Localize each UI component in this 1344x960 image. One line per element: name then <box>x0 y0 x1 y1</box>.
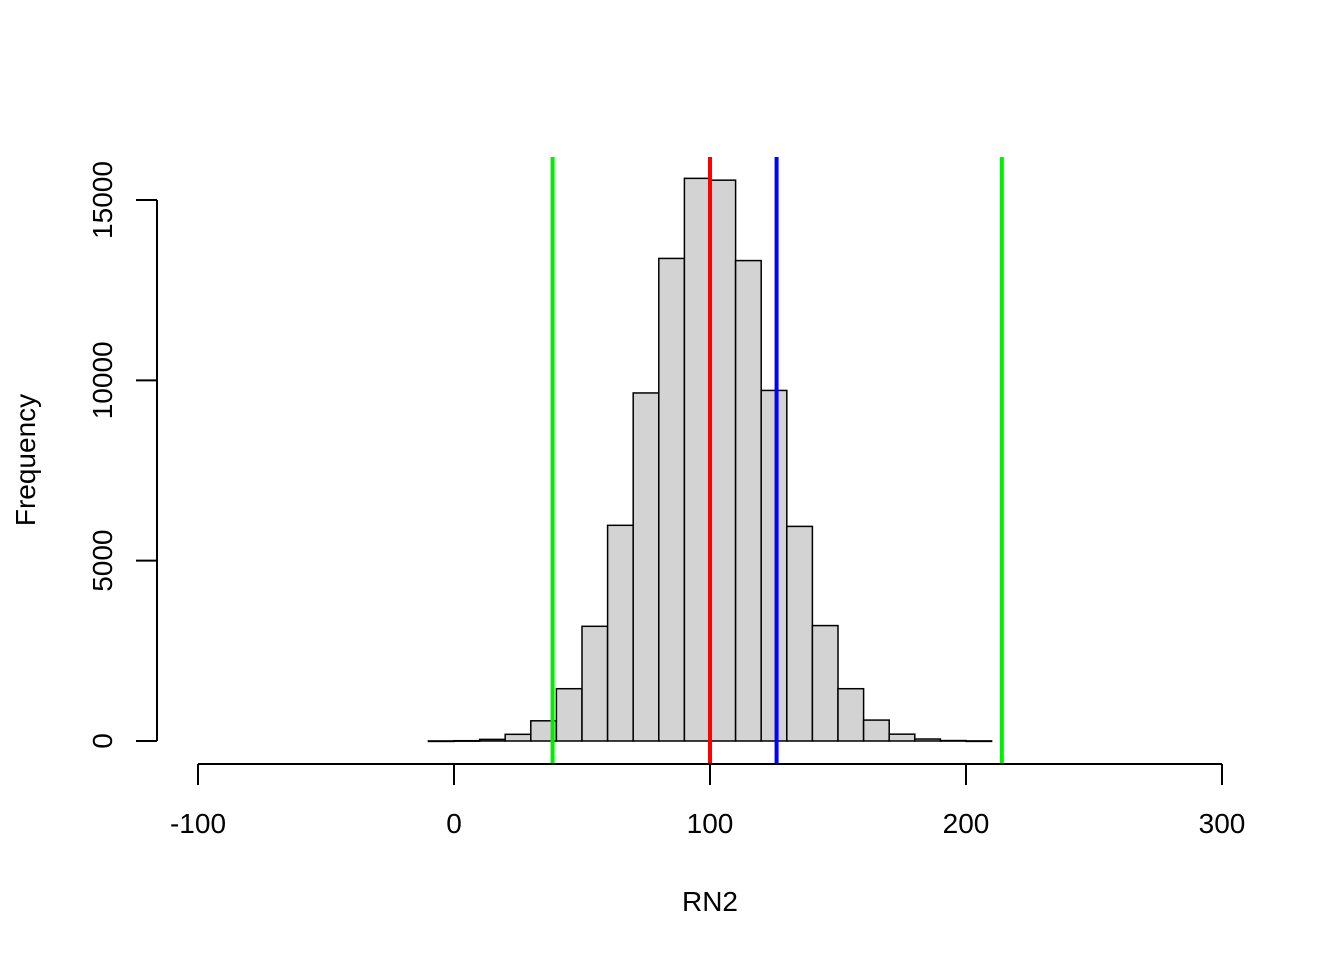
x-axis: -100 0 100 200 300 <box>170 763 1246 839</box>
y-axis: 0 5000 10000 15000 <box>87 161 158 749</box>
histogram-bar-9 <box>658 257 686 742</box>
y-tick-label-0: 0 <box>87 733 118 749</box>
histogram-bar-10 <box>683 177 711 742</box>
histogram-bar-2 <box>478 738 506 742</box>
x-axis-title: RN2 <box>682 886 738 917</box>
y-tick-label-2: 10000 <box>87 341 118 419</box>
histogram-bar-5 <box>555 687 583 742</box>
histogram-bar-17 <box>862 719 890 742</box>
histogram-bar-3 <box>504 733 532 742</box>
histogram-bar-7 <box>606 524 634 742</box>
histogram-bar-16 <box>837 687 865 742</box>
histogram-bar-13 <box>760 389 788 742</box>
x-tick-label-3: 200 <box>943 808 990 839</box>
histogram-bar-19 <box>914 738 942 742</box>
histogram-bar-21 <box>965 740 993 743</box>
histogram-bar-0 <box>427 740 455 743</box>
histogram-bar-11 <box>709 179 737 742</box>
histogram-bar-20 <box>939 739 967 742</box>
histogram-bar-18 <box>888 733 916 742</box>
y-tick-label-1: 5000 <box>87 530 118 592</box>
x-tick-label-1: 0 <box>446 808 462 839</box>
x-tick-label-4: 300 <box>1199 808 1246 839</box>
y-tick-label-3: 15000 <box>87 161 118 239</box>
y-axis-title: Frequency <box>10 394 41 526</box>
x-tick-label-2: 100 <box>687 808 734 839</box>
x-tick-label-0: -100 <box>170 808 226 839</box>
histogram-bar-15 <box>811 624 839 742</box>
histogram-bar-6 <box>581 625 609 742</box>
histogram-bar-12 <box>734 259 762 742</box>
histogram-bar-8 <box>632 392 660 742</box>
reference-lines-group <box>550 157 1004 764</box>
histogram-bar-14 <box>786 525 814 742</box>
histogram-bar-1 <box>453 739 481 742</box>
